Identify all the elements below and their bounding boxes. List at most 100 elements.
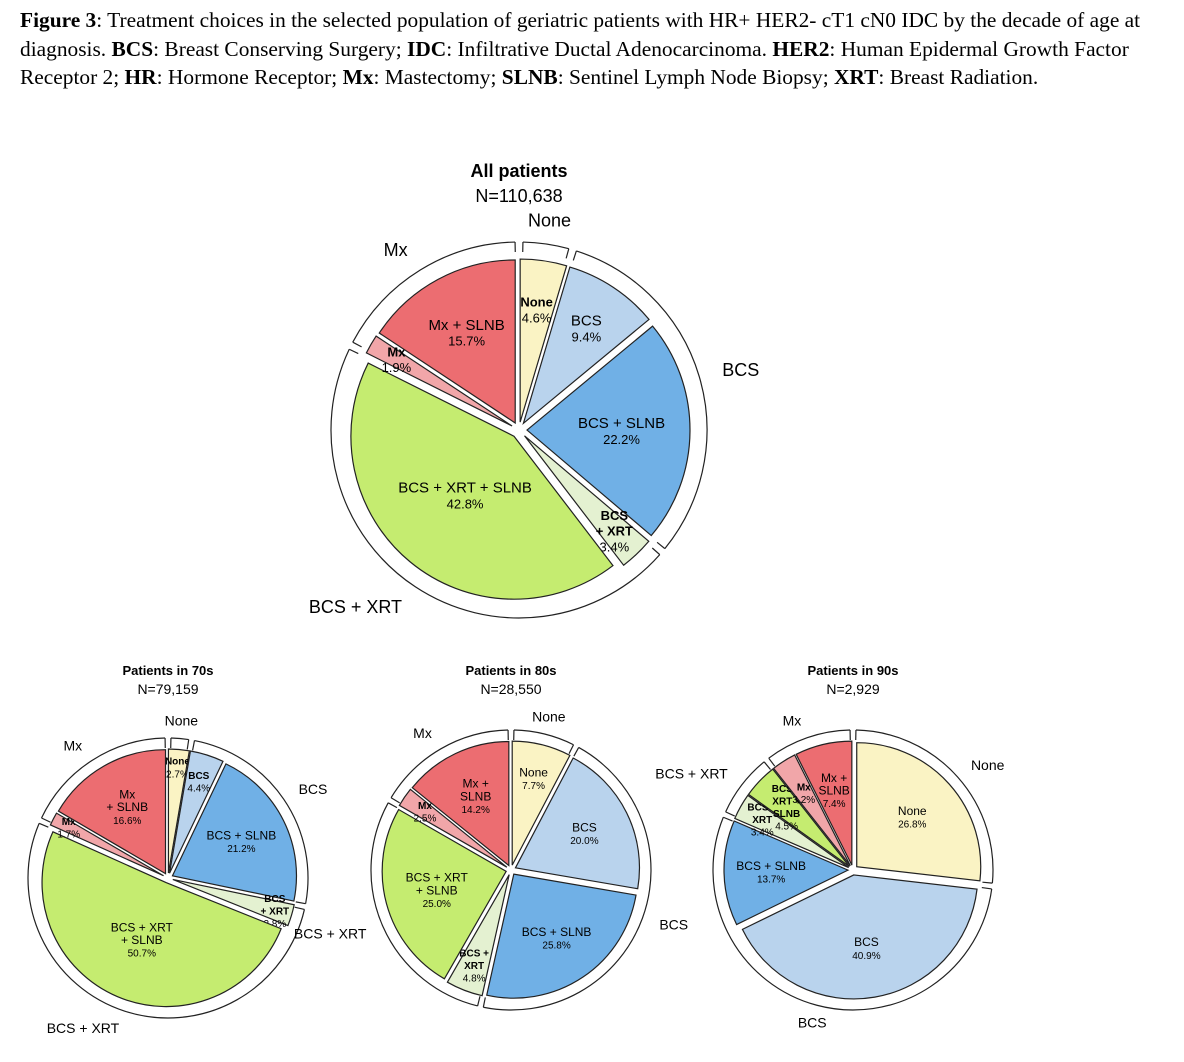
slice-percent: 16.6% [113, 816, 141, 827]
group-bracket-tick [568, 744, 575, 754]
group-bracket-mx [40, 737, 166, 819]
pie-slice-mx [365, 335, 513, 427]
slice-label-bcs-xrt: BCS + XRT 4.8% [459, 948, 489, 984]
slice-name: Mx + SLNB [428, 317, 504, 334]
slice-label-bcs-xrt-slnb: BCS + XRT + SLNB 25.0% [406, 871, 469, 910]
slice-percent: 4.4% [187, 784, 210, 795]
pie-slice-mx-slnb [411, 740, 510, 867]
slice-name: BCS [571, 313, 602, 330]
group-bracket-bcs-xrt [370, 802, 478, 1007]
slice-name: Mx [797, 782, 811, 793]
group-bracket-tick [482, 997, 486, 1008]
slice-percent: 20.0% [570, 836, 598, 847]
slice-name: BCS + XRT [406, 871, 469, 885]
slice-percent: 13.7% [757, 874, 785, 885]
slice-name: + XRT [261, 906, 290, 917]
figure-caption: Figure 3: Treatment choices in the selec… [20, 6, 1170, 92]
group-bracket-mx [768, 729, 851, 759]
slice-percent: 7.4% [823, 799, 846, 810]
slice-label-bcs-xrt-slnb: BCS + XRT + SLNB 4.5% [772, 784, 802, 833]
slice-percent: 26.8% [898, 820, 926, 831]
group-bracket-tick [295, 901, 306, 905]
slice-percent: 14.2% [461, 805, 489, 816]
slice-name: BCS + XRT [111, 920, 174, 934]
pie-slice-bcs [514, 757, 641, 890]
group-bracket-tick [572, 250, 577, 261]
slice-percent: 4.6% [522, 310, 552, 325]
slice-percent: 1.9% [382, 360, 412, 375]
pie-slice-mx-slnb [378, 259, 516, 425]
slice-name: BCS + [459, 948, 489, 959]
slice-label-bcs-xrt-slnb: BCS + XRT + SLNB 42.8% [398, 480, 532, 512]
slice-name: SLNB [818, 784, 849, 798]
chart-subtitle: N=28,550 [480, 681, 541, 697]
abbr-definition: : Human Epidermal Growth Factor Receptor… [20, 36, 1129, 90]
slice-label-mx-slnb: Mx + SLNB 7.4% [818, 771, 849, 810]
group-label-bcs-xrt: BCS + XRT [309, 597, 402, 617]
slice-name: BCS + [747, 802, 777, 813]
slice-percent: 22.2% [603, 432, 640, 447]
group-bracket-tick [763, 761, 771, 770]
slice-name: XRT [752, 815, 772, 826]
slice-name: XRT [464, 961, 484, 972]
group-bracket-tick [390, 797, 400, 804]
figure-label: Figure 3 [20, 8, 97, 32]
group-bracket-tick [656, 541, 666, 550]
abbr-definition: : Breast Conserving Surgery; [153, 36, 408, 61]
slice-percent: 7.7% [522, 781, 545, 792]
group-bracket-tick [981, 886, 992, 890]
pie-slice-bcs-slnb [486, 873, 637, 999]
slice-label-bcs-slnb: BCS + SLNB 13.7% [736, 859, 806, 886]
pie-slice-bcs-xrt-slnb [41, 831, 282, 1008]
group-label-bcs-xrt: BCS + XRT [294, 926, 367, 942]
group-bracket-none [513, 729, 574, 746]
group-label-none: None [971, 757, 1005, 773]
slice-label-bcs-xrt-slnb: BCS + XRT + SLNB 50.7% [111, 920, 174, 959]
slice-label-mx: Mx 1.7% [57, 817, 80, 841]
slice-name: BCS + XRT + SLNB [398, 480, 532, 497]
slice-percent: 2.7% [166, 769, 189, 780]
group-label-none: None [532, 709, 566, 725]
slice-percent: 25.8% [542, 941, 570, 952]
slice-name: BCS + SLNB [207, 829, 277, 843]
slice-percent: 25.0% [423, 899, 451, 910]
slice-percent: 3.4% [600, 539, 630, 554]
group-label-bcs: BCS [722, 360, 759, 380]
slice-name: SLNB [773, 809, 800, 820]
pie-slice-bcs-xrt [524, 435, 650, 567]
slice-label-bcs: BCS 40.9% [852, 935, 880, 962]
slice-percent: 3.4% [751, 828, 774, 839]
slice-percent: 2.5% [414, 814, 437, 825]
group-bracket-tick [38, 822, 49, 828]
group-label-mx: Mx [63, 737, 82, 753]
slice-name: BCS [601, 508, 629, 523]
slice-label-mx-slnb: Mx + SLNB 16.6% [106, 788, 148, 827]
slice-name: BCS [572, 821, 597, 835]
slice-percent: 1.7% [57, 829, 80, 840]
group-bracket-tick [573, 747, 580, 757]
pie-slice-bcs-slnb [171, 763, 298, 902]
group-label-none: None [165, 712, 199, 728]
slice-label-bcs-slnb: BCS + SLNB 21.2% [207, 829, 277, 856]
group-label-bcs: BCS [798, 1015, 827, 1031]
slice-label-bcs: BCS 4.4% [187, 771, 210, 795]
abbr-term: Mx [342, 65, 374, 89]
group-bracket-tick [723, 816, 733, 822]
slice-percent: 4.8% [463, 974, 486, 985]
pie-chart-patients-in-90s: Patients in 90s N=2,929 None 26.8% BCS 40.9% B… [655, 663, 1004, 1031]
slice-name: BCS [264, 894, 285, 905]
abbr-definition: : Sentinel Lymph Node Biopsy; [557, 65, 834, 89]
slice-name: Mx + [463, 777, 489, 791]
group-bracket-mx [352, 241, 516, 343]
slice-percent: 2.8% [263, 919, 286, 930]
pie-slice-bcs [741, 874, 978, 1000]
pie-slice-none [856, 742, 982, 882]
slice-percent: 21.2% [227, 844, 255, 855]
group-bracket-tick [192, 740, 196, 751]
chart-title: Patients in 90s [807, 663, 898, 678]
chart-subtitle: N=2,929 [826, 681, 880, 697]
slice-name: BCS + SLNB [578, 415, 665, 432]
group-label-mx: Mx [384, 240, 408, 260]
slice-label-mx: Mx 2.5% [414, 801, 437, 825]
